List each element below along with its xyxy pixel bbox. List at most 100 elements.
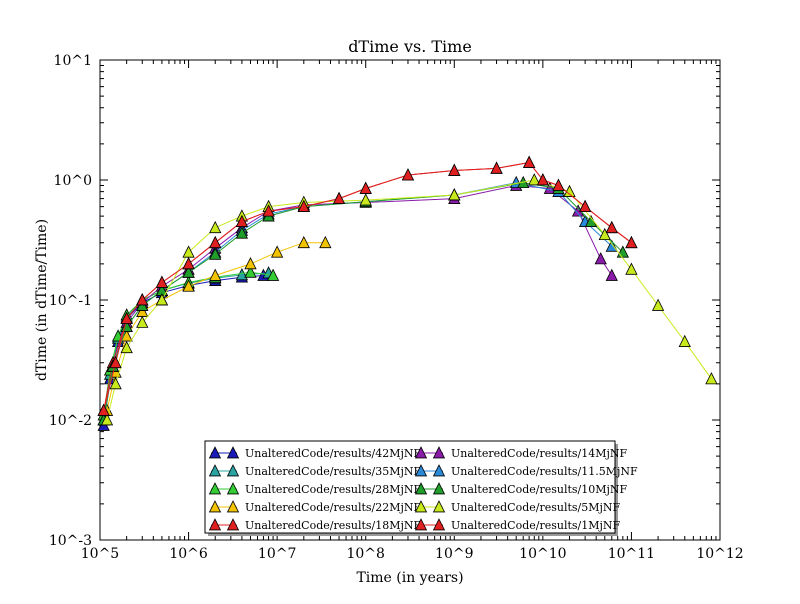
data-point-marker	[235, 214, 249, 227]
legend-label: UnalteredCode/results/42MjNF	[245, 447, 422, 460]
legend-marker	[226, 464, 240, 477]
data-point-marker	[598, 227, 611, 241]
legend-marker	[432, 464, 446, 477]
series-line	[103, 271, 274, 416]
data-point-marker	[552, 178, 565, 191]
y-tick-label: 10^-3	[49, 533, 92, 549]
data-point-marker	[297, 199, 310, 212]
data-point-marker	[109, 355, 122, 369]
x-tick-label: 10^5	[81, 546, 119, 562]
data-point-marker	[209, 235, 222, 249]
series-line	[103, 182, 613, 421]
legend-label: UnalteredCode/results/22MjNF	[245, 501, 422, 514]
series-line	[103, 182, 624, 421]
series-line	[106, 179, 712, 421]
legend-marker	[432, 518, 446, 531]
data-point-marker	[136, 315, 149, 328]
legend-marker	[208, 500, 222, 513]
data-point-marker	[448, 188, 461, 201]
legend: UnalteredCode/results/42MjNF UnalteredCod…	[204, 440, 638, 536]
legend-marker	[414, 518, 428, 531]
data-point-marker	[651, 298, 665, 311]
data-point-marker	[625, 262, 638, 275]
data-point-marker	[319, 235, 332, 249]
data-point-marker	[332, 191, 346, 204]
x-axis-label: Time (in years)	[356, 570, 463, 586]
data-point-marker	[678, 334, 691, 347]
y-axis-label: dTime (in dTime/Time)	[34, 219, 50, 381]
series-3	[100, 235, 332, 416]
legend-marker	[226, 446, 240, 459]
data-point-marker	[109, 377, 122, 390]
legend-marker	[208, 482, 222, 495]
data-point-marker	[209, 220, 222, 234]
data-point-marker	[182, 265, 195, 278]
legend-label: UnalteredCode/results/11.5MjNF	[451, 465, 638, 478]
data-point-marker	[705, 372, 718, 385]
data-point-marker	[120, 311, 133, 324]
data-point-marker	[448, 163, 461, 176]
data-point-marker	[359, 181, 372, 194]
data-point-marker	[266, 268, 280, 281]
legend-label: UnalteredCode/results/1MjNF	[451, 519, 621, 532]
data-point-marker	[563, 184, 576, 197]
legend-label: UnalteredCode/results/35MjNF	[245, 465, 422, 478]
legend-marker	[226, 518, 240, 531]
data-point-marker	[297, 235, 310, 249]
y-tick-label: 10^1	[54, 53, 92, 69]
data-point-marker	[594, 252, 607, 265]
legend-label: UnalteredCode/results/10MjNF	[451, 483, 628, 496]
data-point-marker	[209, 268, 222, 281]
legend-label: UnalteredCode/results/28MjNF	[245, 483, 422, 496]
data-point-marker	[136, 293, 149, 306]
series-8	[100, 173, 718, 426]
y-tick-label: 10^-1	[49, 293, 92, 309]
data-point-marker	[605, 268, 618, 281]
x-tick-label: 10^6	[169, 546, 208, 562]
data-point-marker	[182, 257, 195, 270]
data-point-marker	[155, 293, 169, 306]
data-point-marker	[490, 161, 503, 174]
x-tick-label: 10^11	[608, 546, 655, 562]
data-point-marker	[605, 239, 618, 252]
data-point-marker	[625, 235, 638, 249]
legend-label: UnalteredCode/results/5MjNF	[451, 501, 621, 514]
data-point-marker	[155, 275, 169, 288]
legend-marker	[226, 482, 240, 495]
data-point-marker	[120, 340, 133, 354]
data-point-marker	[235, 226, 249, 239]
series-7	[97, 175, 629, 426]
x-tick-label: 10^7	[258, 546, 296, 562]
y-tick-label: 10^0	[54, 173, 92, 189]
series-line	[103, 184, 613, 421]
legend-marker	[414, 500, 428, 513]
data-point-marker	[270, 245, 284, 258]
series-5	[97, 178, 618, 426]
x-tick-label: 10^9	[435, 546, 473, 562]
x-tick-label: 10^8	[346, 546, 384, 562]
data-point-marker	[401, 168, 415, 181]
legend-marker	[414, 464, 428, 477]
data-point-marker	[578, 199, 592, 212]
legend-marker	[414, 482, 428, 495]
data-point-marker	[100, 413, 114, 426]
legend-label: UnalteredCode/results/18MjNF	[245, 519, 422, 532]
legend-marker	[208, 518, 222, 531]
legend-marker	[414, 446, 428, 459]
data-point-marker	[97, 403, 110, 416]
legend-marker	[432, 482, 446, 495]
chart-title: dTime vs. Time	[348, 37, 472, 56]
x-tick-label: 10^10	[519, 546, 566, 562]
data-point-marker	[244, 257, 257, 270]
legend-box	[204, 440, 616, 534]
data-point-marker	[528, 173, 541, 186]
x-tick-label: 10^12	[696, 546, 743, 562]
data-point-marker	[605, 220, 618, 234]
data-point-marker	[522, 155, 536, 168]
legend-marker	[432, 500, 446, 513]
data-point-marker	[262, 204, 275, 217]
legend-marker	[226, 500, 240, 513]
data-point-marker	[209, 247, 222, 260]
series-9	[97, 155, 638, 416]
